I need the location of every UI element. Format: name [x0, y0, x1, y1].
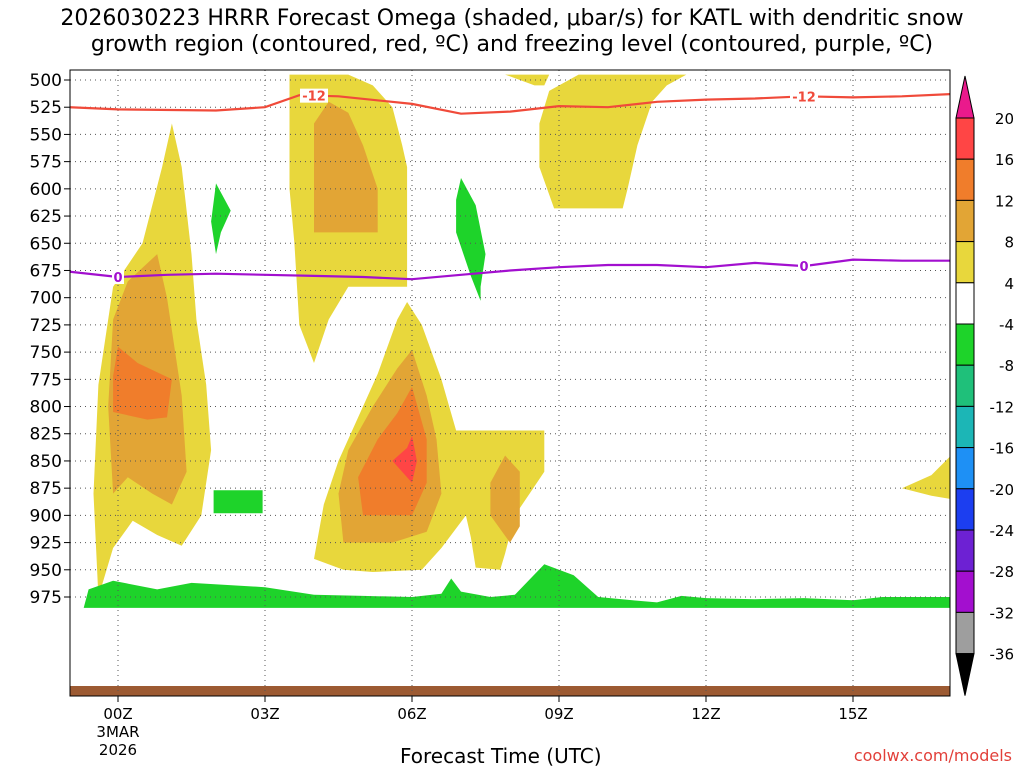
y-tick-label-575: 575 — [30, 153, 62, 173]
y-tick-label-750: 750 — [30, 343, 62, 363]
x-tick-label-09Z: 09Z — [544, 705, 573, 723]
x-axis-title: Forecast Time (UTC) — [400, 744, 602, 768]
dgz-contour-line-label-0: -12 — [302, 90, 326, 105]
contour-labels: -12 -12 0 0 — [112, 88, 818, 286]
colorbar-bin-11 — [955, 570, 975, 613]
y-tick-label-975: 975 — [30, 588, 62, 608]
y-tick-label-925: 925 — [30, 534, 62, 554]
omega-region-8_12-9 — [490, 455, 520, 543]
colorbar-bin-5 — [955, 323, 975, 366]
colorbar-label-1: 16 — [995, 151, 1014, 169]
temperature-contours — [70, 93, 950, 281]
dgz-contour-line-label-bg-0 — [300, 88, 328, 103]
omega-region-4_8-11 — [539, 74, 687, 209]
colorbar-bin-6 — [955, 364, 975, 407]
site-credit: coolwx.com/models — [853, 746, 1012, 765]
colorbar-label-12: -32 — [990, 604, 1015, 622]
omega-region--8_-4-14 — [456, 178, 486, 301]
ground-surface-strip — [70, 686, 950, 696]
y-tick-label-775: 775 — [30, 370, 62, 390]
y-tick-label-875: 875 — [30, 479, 62, 499]
omega-region-4_8-12 — [902, 456, 950, 499]
y-axis-pressure: 500 525 550 575 600 625 650 675 700 725 750 775 800 8… — [30, 71, 70, 608]
colorbar-bin-9 — [955, 488, 975, 531]
y-tick-label-800: 800 — [30, 398, 62, 418]
chart-title-line-1: 2026030223 HRRR Forecast Omega (shaded, … — [60, 6, 964, 31]
omega-region--8_-4-15 — [213, 490, 263, 514]
omega-region-4_8-10 — [505, 74, 550, 86]
x-date-label-year: 2026 — [99, 741, 137, 759]
colorbar-label-8: -16 — [990, 440, 1015, 458]
colorbar-label-7: -12 — [990, 398, 1015, 416]
y-tick-label-725: 725 — [30, 316, 62, 336]
y-tick-label-650: 650 — [30, 234, 62, 254]
colorbar-label-6: -8 — [999, 357, 1014, 375]
chart-title-line-2: growth region (contoured, red, ºC) and f… — [90, 32, 934, 57]
x-date-label-month: 3MAR — [96, 723, 139, 741]
omega-region-8_12-4 — [314, 101, 378, 233]
y-tick-label-525: 525 — [30, 98, 62, 118]
dgz-contour-line-label-1: -12 — [792, 90, 816, 105]
omega-shading — [83, 74, 950, 608]
y-tick-label-675: 675 — [30, 261, 62, 281]
y-tick-label-825: 825 — [30, 425, 62, 445]
y-tick-label-600: 600 — [30, 180, 62, 200]
freezing-level-contour-line-label-bg-1 — [798, 259, 810, 274]
plot-frame — [69, 69, 951, 697]
colorbar-bin-2 — [955, 199, 975, 243]
colorbar-label-4: 4 — [1004, 275, 1014, 293]
colorbar-label-0: 20 — [995, 110, 1014, 128]
omega-region--8_-4-13 — [211, 183, 231, 255]
y-tick-label-500: 500 — [30, 71, 62, 91]
colorbar-bottom-arrow — [955, 653, 975, 696]
freezing-level-contour-line-label-1: 0 — [799, 260, 808, 275]
colorbar-label-3: 8 — [1004, 234, 1014, 252]
y-tick-label-900: 900 — [30, 506, 62, 526]
freezing-level-contour-line-label-bg-0 — [112, 270, 124, 285]
x-tick-label-00Z: 00Z — [103, 705, 132, 723]
freezing-level-contour-line — [70, 258, 950, 281]
dgz-contour-line — [70, 93, 950, 115]
y-tick-label-850: 850 — [30, 452, 62, 472]
x-tick-label-03Z: 03Z — [250, 705, 279, 723]
colorbar-label-2: 12 — [995, 192, 1014, 210]
colorbar-bin-7 — [955, 405, 975, 449]
omega-region-12_16-7 — [358, 386, 427, 516]
y-tick-label-700: 700 — [30, 289, 62, 309]
colorbar-bin-3 — [955, 241, 975, 284]
colorbar-label-13: -36 — [990, 646, 1015, 664]
dgz-contour-line-label-bg-1 — [790, 89, 818, 104]
y-tick-label-550: 550 — [30, 125, 62, 145]
y-tick-label-950: 950 — [30, 561, 62, 581]
colorbar-bin-4 — [955, 282, 975, 325]
colorbar-bin-10 — [955, 529, 975, 572]
colorbar-label-11: -28 — [990, 563, 1015, 581]
omega-region-16_20-8 — [392, 435, 417, 483]
omega-colorbar: 20 16 12 8 4 -4 -8 -12 -16 -20 -24 -28 -32 -36 — [955, 75, 1015, 696]
x-tick-label-12Z: 12Z — [691, 705, 720, 723]
y-tick-label-625: 625 — [30, 207, 62, 227]
colorbar-label-9: -20 — [990, 481, 1015, 499]
colorbar-label-5: -4 — [999, 316, 1014, 334]
colorbar-label-10: -24 — [990, 522, 1015, 540]
x-tick-label-15Z: 15Z — [838, 705, 867, 723]
colorbar-bin-8 — [955, 447, 975, 490]
colorbar-top-arrow — [955, 75, 975, 119]
omega-region-12_16-2 — [113, 346, 172, 420]
colorbar-bin-0 — [955, 117, 975, 160]
freezing-level-contour-line-label-0: 0 — [113, 271, 122, 286]
colorbar-bin-1 — [955, 158, 975, 201]
omega-region--8_-4-16 — [83, 564, 950, 608]
x-tick-label-06Z: 06Z — [397, 705, 426, 723]
colorbar-bin-12 — [955, 611, 975, 655]
